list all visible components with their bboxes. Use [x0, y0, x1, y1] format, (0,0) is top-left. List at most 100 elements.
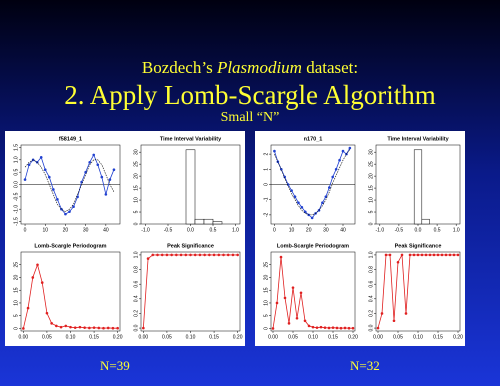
data-point: [341, 149, 345, 153]
data-point: [102, 326, 105, 330]
data-point: [424, 253, 428, 257]
data-point: [64, 324, 68, 328]
y-tick-label: 15: [13, 287, 19, 293]
y-tick-label: 0.0: [13, 181, 19, 188]
x-tick-label: 0.5: [210, 227, 217, 233]
data-point: [97, 326, 101, 330]
data-point: [59, 325, 63, 329]
panel: [5, 131, 245, 346]
data-point: [432, 253, 436, 257]
y-tick-label: 0.2: [133, 310, 139, 317]
bar: [212, 221, 223, 225]
x-tick-label: -1.0: [376, 227, 385, 233]
data-point: [315, 326, 319, 329]
data-point: [106, 326, 110, 330]
y-tick-label: -1: [263, 197, 269, 202]
data-point: [295, 316, 299, 320]
y-tick-label: 0.0: [368, 324, 374, 331]
data-point: [217, 253, 221, 257]
x-tick-label: 40: [340, 227, 346, 233]
bar: [194, 218, 205, 225]
x-tick-label: 0.5: [434, 227, 441, 233]
x-tick-label: 0.00: [18, 334, 28, 340]
data-point: [300, 205, 304, 209]
data-point: [203, 253, 206, 257]
data-point: [156, 253, 159, 257]
x-tick-label: 0.00: [373, 334, 383, 340]
data-point: [420, 253, 424, 257]
chart-title: Lomb-Scargle Periodogram: [277, 243, 349, 249]
chart-title: Time Interval Variability: [160, 136, 222, 142]
x-tick-label: 0.20: [453, 334, 463, 340]
data-point: [343, 326, 347, 330]
heading: 2. Apply Lomb-Scargle Algorithm: [64, 80, 436, 110]
data-point: [273, 149, 276, 153]
data-point: [384, 253, 388, 257]
y-tick-label: 0: [263, 327, 269, 330]
y-tick-label: 5: [368, 210, 374, 213]
data-point: [283, 175, 287, 179]
data-point: [142, 326, 145, 330]
x-tick-label: 10: [289, 227, 295, 233]
x-tick-label: -0.5: [164, 227, 173, 233]
data-point: [55, 324, 58, 328]
data-point: [452, 253, 456, 257]
data-point: [96, 163, 100, 167]
subheading: Small “N”: [220, 110, 280, 125]
data-point: [440, 253, 444, 257]
x-tick-label: 0.15: [328, 334, 338, 340]
x-tick-label: 10: [42, 227, 48, 233]
x-tick-label: 0.10: [413, 334, 423, 340]
data-point: [400, 253, 404, 257]
data-point: [208, 253, 211, 257]
data-point: [31, 276, 35, 279]
bar: [185, 149, 196, 225]
data-point: [212, 253, 216, 257]
chart-title: f58149_1: [59, 136, 82, 142]
data-point: [45, 311, 49, 315]
data-point: [151, 253, 155, 257]
x-tick-label: 0.05: [288, 334, 298, 340]
y-tick-label: 1.0: [13, 156, 19, 163]
data-point: [226, 253, 230, 257]
y-tick-label: 1.0: [368, 251, 374, 258]
chart-title: Lomb-Scargle Periodogram: [34, 243, 106, 249]
x-tick-label: 0.0: [187, 227, 194, 233]
y-tick-label: -1.5: [13, 217, 19, 226]
data-point: [287, 322, 291, 325]
x-tick-label: 20: [63, 227, 69, 233]
data-point: [104, 193, 108, 196]
data-point: [83, 326, 86, 329]
data-point: [416, 253, 420, 257]
data-point: [347, 326, 351, 330]
data-point: [297, 201, 300, 205]
x-tick-label: 0.00: [138, 334, 148, 340]
data-point: [324, 195, 328, 198]
data-point: [408, 253, 412, 257]
data-point: [307, 324, 311, 328]
data-point: [339, 326, 343, 330]
data-point: [236, 253, 239, 257]
y-tick-label: 25: [133, 161, 139, 167]
y-tick-label: 0.4: [368, 295, 374, 302]
y-tick-label: 10: [133, 197, 139, 203]
data-point: [291, 286, 295, 289]
chart-title: n170_1: [304, 136, 323, 142]
x-tick-label: 1.0: [232, 227, 239, 233]
y-tick-label: 10: [368, 197, 374, 203]
data-point: [303, 319, 307, 323]
x-tick-label: 1.0: [453, 227, 460, 233]
title-line: Bozdech’s Plasmodium dataset:: [0, 58, 500, 78]
y-tick-label: 0: [263, 183, 269, 186]
data-point: [428, 253, 432, 257]
x-tick-label: 0.10: [308, 334, 318, 340]
data-point: [64, 212, 67, 216]
data-point: [311, 325, 315, 329]
data-point: [112, 168, 116, 171]
data-point: [456, 253, 460, 257]
data-point: [198, 253, 202, 257]
y-tick-label: 15: [368, 185, 374, 191]
data-point: [334, 168, 338, 171]
data-point: [338, 158, 341, 162]
